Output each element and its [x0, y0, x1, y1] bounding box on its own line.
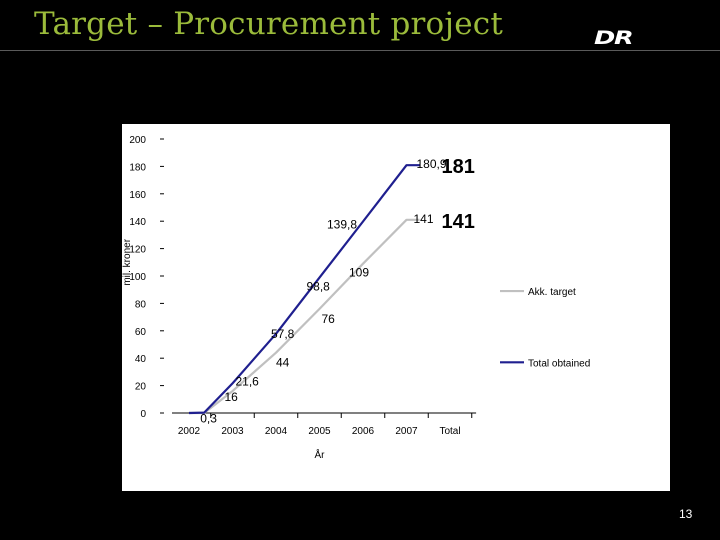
x-tick-label: 2002	[178, 426, 201, 437]
callout-141: 141	[442, 211, 475, 233]
x-axis-title: År	[315, 448, 326, 461]
data-label-obtained: 98,8	[307, 280, 331, 294]
legend-label: Total obtained	[528, 358, 590, 369]
y-tick-label: 20	[135, 382, 147, 393]
y-axis-title: mil. kroner	[122, 238, 133, 285]
dr-logo: DR	[594, 27, 634, 49]
series-line-akk-target	[189, 218, 420, 415]
legend-label: Akk. target	[528, 287, 576, 298]
chart-data-labels: 16 44 76 109 141 0,3 21,6 57,8 98,8 139,8 180,9181…	[200, 156, 475, 426]
line-chart: 0 20 40 60 80 100 120 140 160 180 200 mil. kroner 20…	[122, 135, 590, 461]
x-tick-label: 2007	[395, 426, 418, 437]
data-label-target: 76	[322, 312, 336, 326]
y-tick-label: 200	[129, 135, 146, 146]
y-tick-label: 160	[129, 190, 146, 201]
chart-axes: 0 20 40 60 80 100 120 140 160 180 200 mil. kroner 20…	[122, 135, 477, 461]
y-tick-label: 120	[129, 245, 146, 256]
data-label-target: 109	[349, 266, 369, 280]
y-tick-label: 0	[140, 409, 146, 420]
x-tick-label: 2005	[308, 426, 331, 437]
callout-181: 181	[442, 156, 475, 178]
chart-legend: Akk. target Total obtained	[500, 287, 590, 369]
x-tick-label: 2004	[265, 426, 288, 437]
y-tick-label: 60	[135, 327, 147, 338]
data-label-obtained: 57,8	[271, 327, 295, 341]
x-tick-label: Total	[439, 426, 460, 437]
title-divider	[0, 50, 720, 51]
page-number: 13	[679, 507, 693, 521]
data-label-obtained: 0,3	[200, 412, 217, 426]
y-tick-label: 40	[135, 354, 147, 365]
chart-panel: 0 20 40 60 80 100 120 140 160 180 200 mil. kroner 20…	[122, 124, 670, 491]
data-label-target: 141	[414, 212, 434, 226]
y-tick-label: 100	[129, 272, 146, 283]
y-tick-label: 140	[129, 217, 146, 228]
x-tick-label: 2006	[352, 426, 375, 437]
chart-series	[188, 164, 420, 415]
slide-title: Target – Procurement project	[34, 6, 503, 42]
data-label-obtained: 139,8	[327, 217, 357, 231]
series-line-total-obtained	[188, 164, 420, 415]
x-tick-label: 2003	[221, 426, 244, 437]
y-tick-label: 180	[129, 162, 146, 173]
data-label-obtained: 21,6	[236, 374, 260, 388]
data-label-target: 16	[225, 390, 239, 404]
data-label-target: 44	[276, 356, 290, 370]
y-tick-label: 80	[135, 299, 147, 310]
data-label-obtained: 180,9	[417, 157, 447, 171]
